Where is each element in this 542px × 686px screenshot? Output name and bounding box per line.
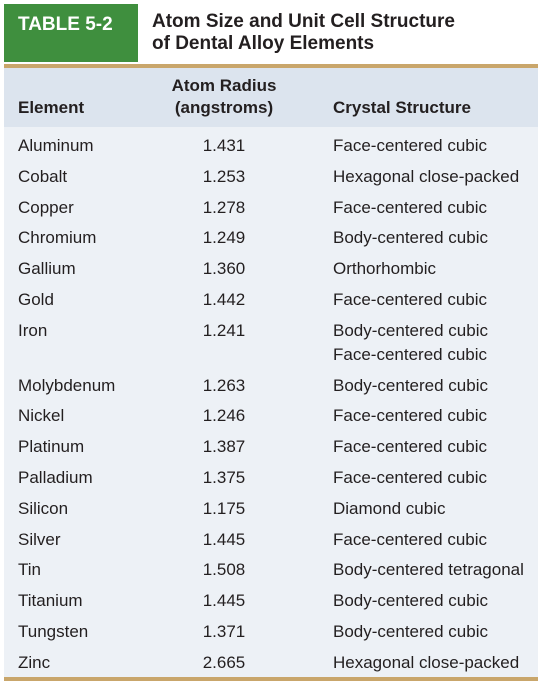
cell-crystal-structure-line: Hexagonal close-packed xyxy=(333,166,520,186)
cell-element: Zinc xyxy=(18,652,51,672)
cell-crystal-structure-line: Face-centered cubic xyxy=(333,136,488,155)
cell-atom-radius: 1.175 xyxy=(202,498,246,518)
cell-crystal-structure-line: Face-centered cubic xyxy=(333,437,488,457)
cell-atom-radius: 1.371 xyxy=(202,622,246,641)
cell-element: Tin xyxy=(18,560,41,580)
cell-crystal-structure: Body-centered tetragonal xyxy=(333,558,524,582)
cell-element: Cobalt xyxy=(18,166,68,186)
cell-atom-radius: 1.442 xyxy=(202,290,246,309)
table-body: Aluminum 1.431 Face-centered cubic Cobalt 1.… xyxy=(4,127,538,677)
cell-element: Molybdenum xyxy=(18,375,116,395)
cell-crystal-structure: Face-centered cubic xyxy=(333,466,487,490)
table-title: Atom Size and Unit Cell Structure of Den… xyxy=(152,11,532,55)
cell-atom-radius: 1.375 xyxy=(202,468,246,487)
cell-element: Tungsten xyxy=(18,622,89,641)
cell-atom-radius: 1.263 xyxy=(202,375,246,395)
cell-atom-radius: 1.249 xyxy=(202,228,246,248)
cell-element: Platinum xyxy=(18,437,85,457)
cell-crystal-structure: Body-centered cubic xyxy=(333,374,488,398)
cell-crystal-structure-line: Body-centered cubic xyxy=(333,320,488,340)
cell-element: Iron xyxy=(18,320,48,340)
cell-atom-radius: 1.431 xyxy=(202,136,246,155)
cell-atom-radius: 1.360 xyxy=(202,259,246,279)
cell-atom-radius: 1.278 xyxy=(202,197,246,217)
header-rule xyxy=(4,64,538,68)
cell-crystal-structure-line: Face-centered cubic xyxy=(333,344,488,364)
cell-crystal-structure: Face-centered cubic xyxy=(333,134,487,158)
column-header-atom-radius: Atom Radius (angstroms) xyxy=(150,75,298,119)
cell-atom-radius: 1.387 xyxy=(202,437,246,457)
cell-crystal-structure: Face-centered cubic xyxy=(333,404,487,428)
cell-element: Gold xyxy=(18,290,54,309)
cell-crystal-structure-line: Diamond cubic xyxy=(333,498,446,518)
column-header-crystal-structure: Crystal Structure xyxy=(333,98,471,117)
cell-crystal-structure: Face-centered cubic xyxy=(333,196,487,220)
cell-crystal-structure-line: Face-centered cubic xyxy=(333,406,488,426)
cell-element: Palladium xyxy=(18,468,93,487)
bottom-rule xyxy=(4,677,538,681)
cell-element: Chromium xyxy=(18,228,97,248)
cell-element: Silicon xyxy=(18,498,69,518)
cell-crystal-structure: Hexagonal close-packed xyxy=(333,165,519,189)
cell-atom-radius: 1.241 xyxy=(202,320,246,340)
cell-crystal-structure: Body-centered cubic xyxy=(333,589,488,613)
cell-atom-radius: 1.253 xyxy=(202,166,246,186)
cell-crystal-structure: Face-centered cubic xyxy=(333,288,487,312)
cell-crystal-structure: Body-centered cubic Face-centered cubic xyxy=(333,319,488,367)
table-number-label: TABLE 5-2 xyxy=(4,4,138,62)
cell-crystal-structure-line: Orthorhombic xyxy=(333,259,436,279)
cell-element: Nickel xyxy=(18,406,65,426)
column-header-atom-radius-line-2: (angstroms) xyxy=(174,98,274,117)
cell-element: Silver xyxy=(18,529,61,549)
cell-crystal-structure-line: Face-centered cubic xyxy=(333,290,488,309)
cell-crystal-structure: Body-centered cubic xyxy=(333,226,488,250)
cell-crystal-structure: Diamond cubic xyxy=(333,497,445,521)
cell-crystal-structure: Body-centered cubic xyxy=(333,620,488,644)
cell-element: Titanium xyxy=(18,591,83,611)
cell-element: Copper xyxy=(18,197,74,217)
cell-element: Aluminum xyxy=(18,136,94,155)
cell-crystal-structure-line: Body-centered cubic xyxy=(333,228,488,248)
cell-crystal-structure-line: Body-centered cubic xyxy=(333,622,488,641)
cell-atom-radius: 1.445 xyxy=(202,529,246,549)
cell-crystal-structure-line: Face-centered cubic xyxy=(333,529,488,549)
cell-crystal-structure: Orthorhombic xyxy=(333,257,436,281)
column-header-element: Element xyxy=(18,98,85,117)
table-title-line-2: of Dental Alloy Elements xyxy=(152,33,375,54)
cell-element: Gallium xyxy=(18,259,76,279)
cell-crystal-structure-line: Face-centered cubic xyxy=(333,197,488,217)
cell-crystal-structure-line: Face-centered cubic xyxy=(333,468,488,487)
cell-crystal-structure-line: Body-centered cubic xyxy=(333,375,488,395)
cell-crystal-structure: Face-centered cubic xyxy=(333,528,487,552)
cell-atom-radius: 1.246 xyxy=(202,406,246,426)
cell-crystal-structure: Face-centered cubic xyxy=(333,435,487,459)
cell-atom-radius: 1.508 xyxy=(202,560,246,580)
table-title-line-1: Atom Size and Unit Cell Structure xyxy=(152,11,455,32)
cell-atom-radius: 1.445 xyxy=(202,591,246,611)
cell-crystal-structure-line: Body-centered tetragonal xyxy=(333,560,524,580)
cell-atom-radius: 2.665 xyxy=(202,652,246,672)
cell-crystal-structure-line: Hexagonal close-packed xyxy=(333,652,520,672)
cell-crystal-structure-line: Body-centered cubic xyxy=(333,591,488,611)
cell-crystal-structure: Hexagonal close-packed xyxy=(333,651,519,675)
column-header-band xyxy=(4,68,538,127)
column-header-atom-radius-line-1: Atom Radius xyxy=(171,76,277,95)
